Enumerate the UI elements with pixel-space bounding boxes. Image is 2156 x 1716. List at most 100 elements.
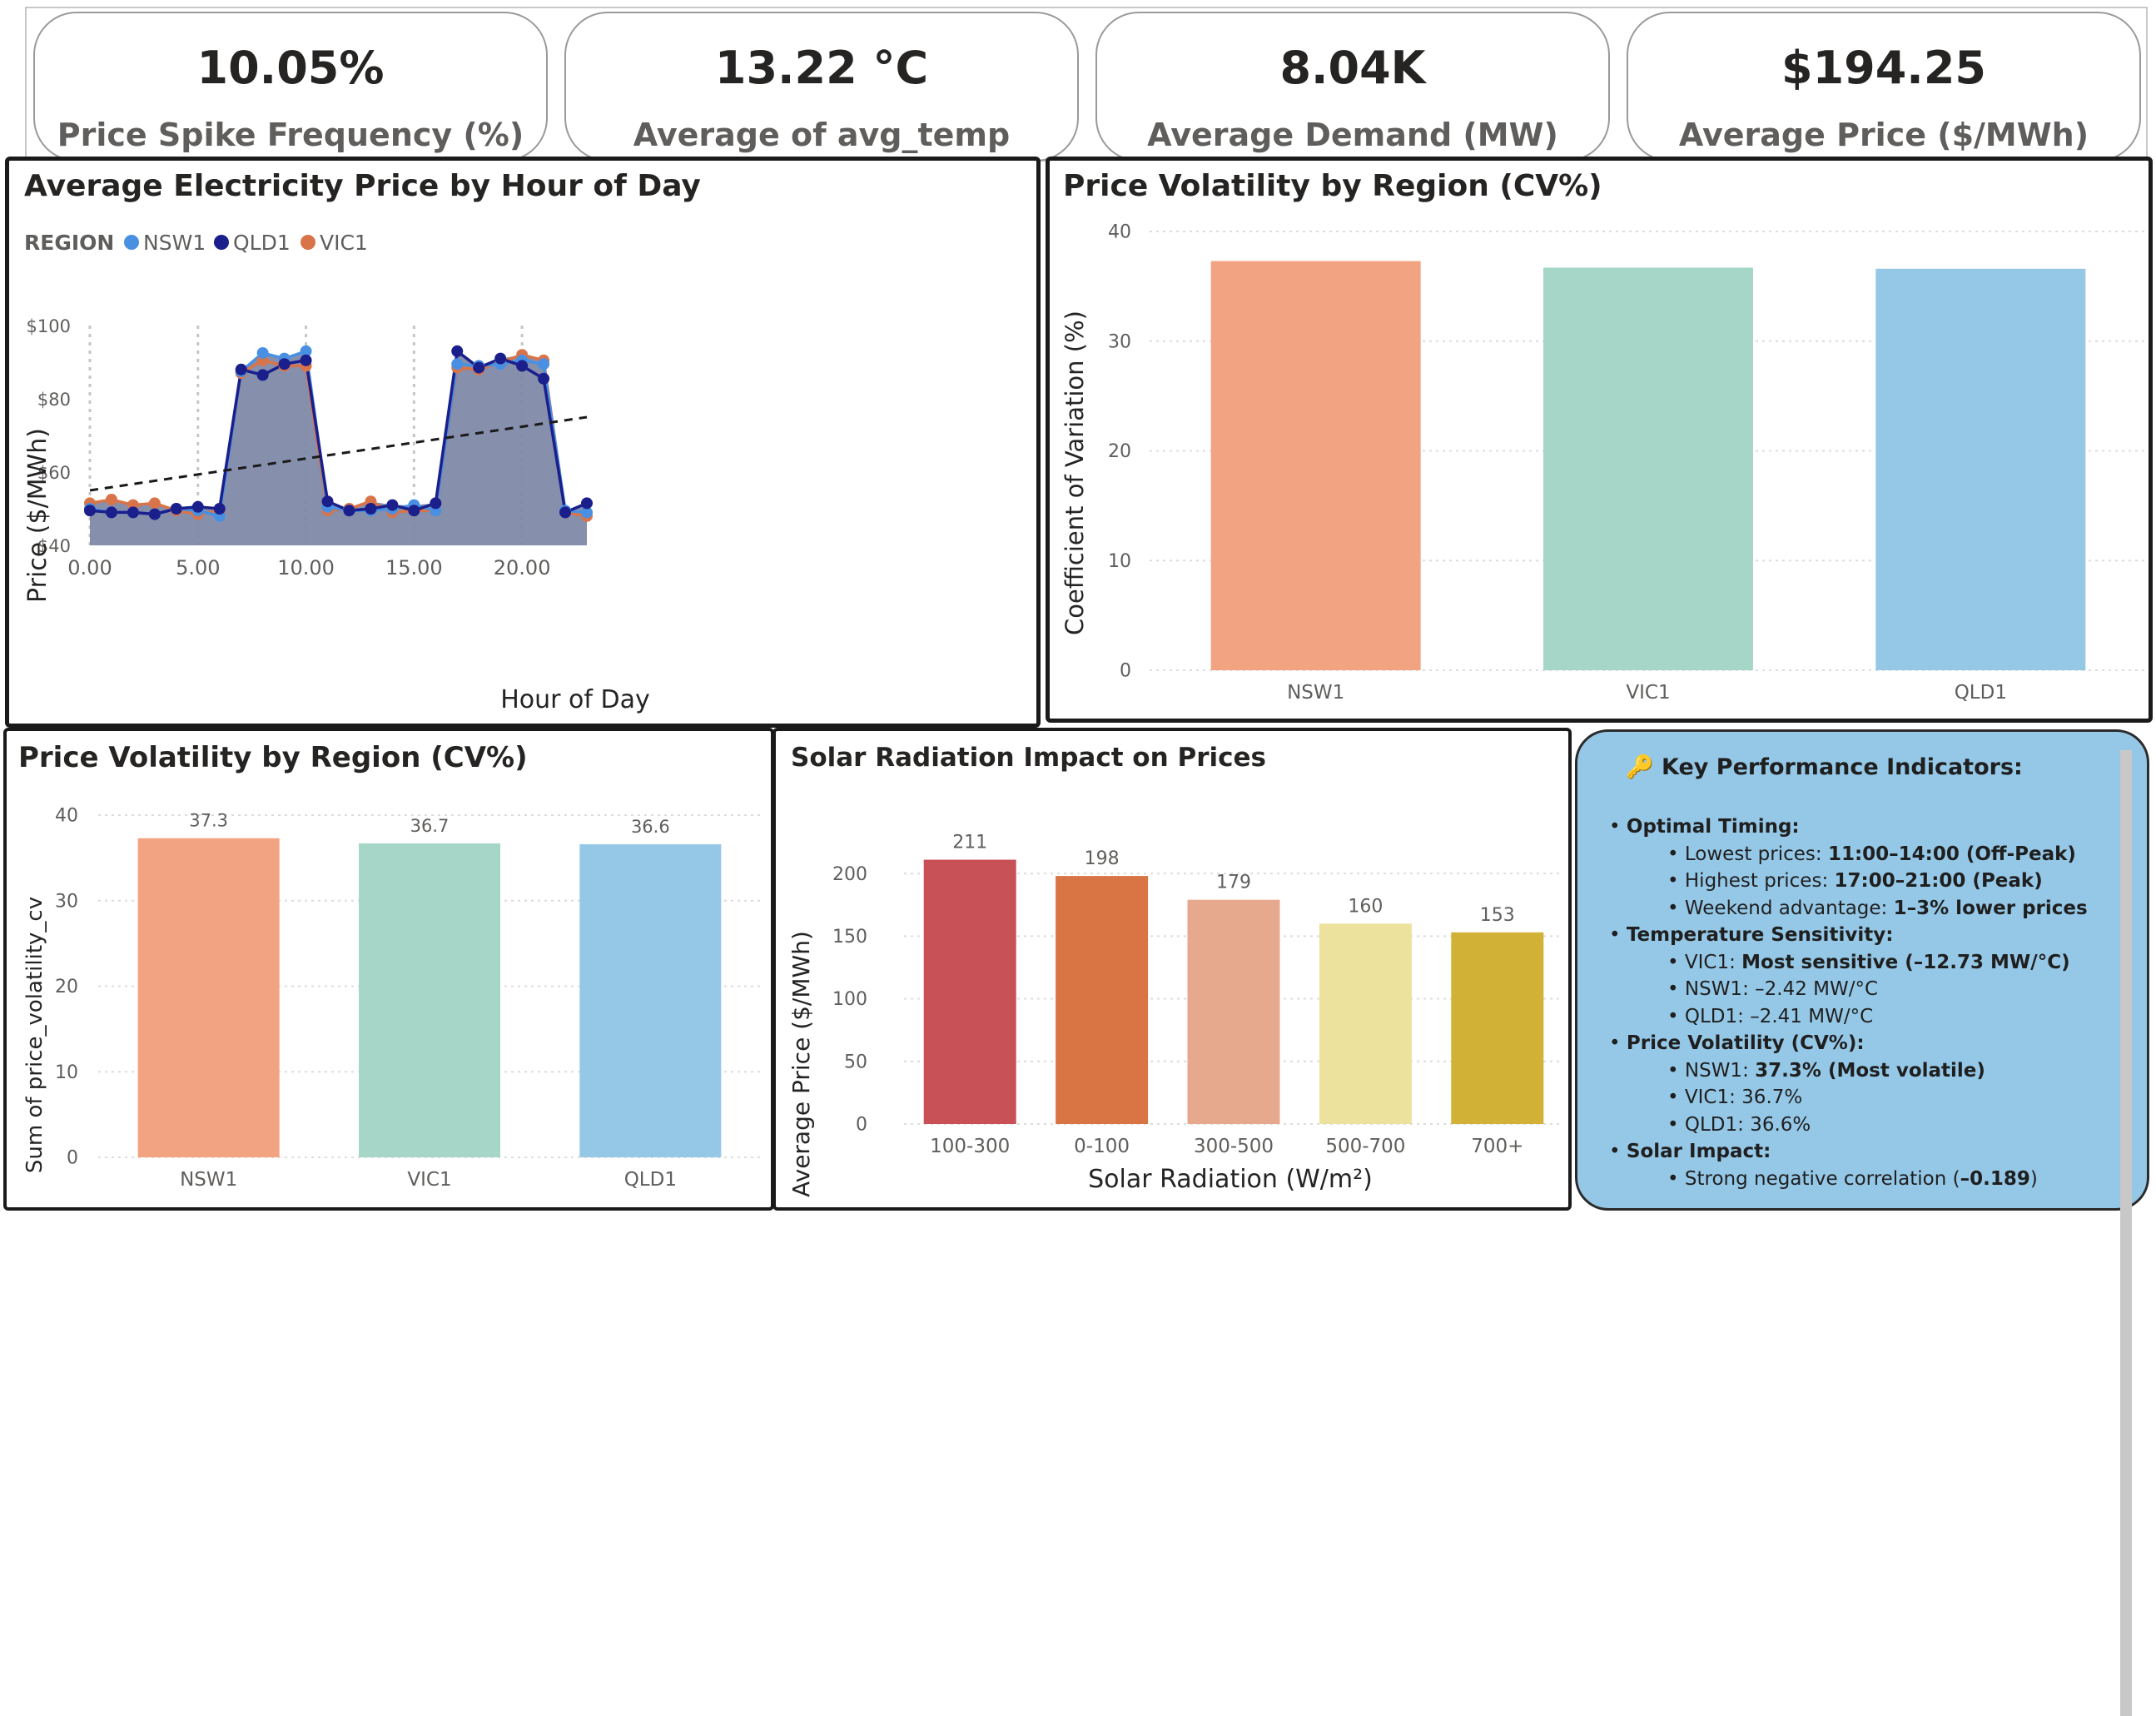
y-tick-label: 50 xyxy=(844,1052,867,1072)
volatility-bottom-panel[interactable]: Price Volatility by Region (CV%) 0 10 20 30… xyxy=(3,728,774,1211)
y-tick-label: 20 xyxy=(55,977,78,997)
kpi-value: 13.22 °C xyxy=(714,42,929,94)
kpi-section-item: • Highest prices: 17:00–21:00 (Peak) xyxy=(1667,870,2043,892)
x-tick-label: 100-300 xyxy=(930,1136,1010,1157)
data-point-qld1 xyxy=(191,500,204,513)
x-axis-ticks: NSW1 VIC1 QLD1 xyxy=(1287,682,2007,704)
y-axis-ticks: 0 50 100 150 200 xyxy=(832,864,867,1136)
kpi-section-item: • Lowest prices: 11:00–14:00 (Off-Peak) xyxy=(1667,843,2076,865)
data-point-qld1 xyxy=(430,497,442,510)
kpi-section-item: • QLD1: 36.6% xyxy=(1667,1113,1811,1136)
x-tick-label: 700+ xyxy=(1471,1136,1523,1157)
kpi-label: Price Spike Frequency (%) xyxy=(57,117,524,153)
data-point-qld1 xyxy=(538,372,550,385)
solar-impact-chart: 0 50 100 150 200 211 198 179 160 153 100-300 0-10… xyxy=(787,833,1563,1197)
data-point-qld1 xyxy=(278,358,291,371)
y-tick-label: $60 xyxy=(37,463,71,483)
kpi-card-avg-demand[interactable]: 8.04K Average Demand (MW) xyxy=(1095,12,1610,162)
y-axis-ticks: $40 $60 $80 $100 xyxy=(27,316,71,556)
data-label: 198 xyxy=(1085,848,1120,869)
y-axis-label: Coefficient of Variation (%) xyxy=(1061,311,1089,635)
legend-marker-vic1 xyxy=(301,235,315,250)
area-fill xyxy=(90,351,587,545)
x-tick-label: 0-100 xyxy=(1074,1136,1130,1157)
x-tick-label: VIC1 xyxy=(1626,682,1670,704)
kpi-section-title: • Optimal Timing: xyxy=(1609,816,1800,838)
scrollbar[interactable] xyxy=(2120,750,2132,1716)
legend-label-vic1[interactable]: VIC1 xyxy=(320,231,368,255)
data-label: 153 xyxy=(1480,905,1515,926)
x-axis-ticks: 0.00 5.00 10.00 15.00 20.00 xyxy=(67,556,550,579)
kpi-card-avg-temp[interactable]: 13.22 °C Average of avg_temp xyxy=(564,12,1079,162)
y-tick-label: 40 xyxy=(55,806,78,827)
kpi-section-item: • Weekend advantage: 1–3% lower prices xyxy=(1667,897,2088,919)
kpi-card-avg-price[interactable]: $194.25 Average Price ($/MWh) xyxy=(1627,12,2141,162)
data-label: 179 xyxy=(1216,873,1251,893)
key-indicators-list: • Optimal Timing: • Lowest prices: 11:00–… xyxy=(1609,813,2122,1192)
legend-title: REGION xyxy=(24,231,114,255)
data-label: 36.6 xyxy=(631,817,670,837)
panel-title: Solar Radiation Impact on Prices xyxy=(791,743,1266,773)
x-tick-label: NSW1 xyxy=(180,1169,237,1191)
panel-title: Price Volatility by Region (CV%) xyxy=(18,741,528,774)
panel-title: Price Volatility by Region (CV%) xyxy=(1063,169,1602,203)
legend-marker-nsw1 xyxy=(124,235,139,250)
x-tick-label: NSW1 xyxy=(1287,682,1344,704)
kpi-card-price-spike[interactable]: 10.05% Price Spike Frequency (%) xyxy=(33,12,548,162)
data-point-qld1 xyxy=(84,505,96,517)
data-point-vic1 xyxy=(148,497,161,510)
data-label: 37.3 xyxy=(189,811,228,831)
data-point-qld1 xyxy=(473,361,485,374)
data-point-qld1 xyxy=(300,354,312,366)
y-tick-label: $40 xyxy=(37,536,71,556)
data-point-qld1 xyxy=(516,360,529,372)
bar-qld1 xyxy=(579,843,722,1157)
data-point-qld1 xyxy=(494,352,507,365)
data-point-qld1 xyxy=(127,506,139,519)
kpi-value: 8.04K xyxy=(1279,42,1426,94)
volatility-top-chart: 0 10 20 30 40 NSW1 VIC1 QLD1 Coefficient of Va… xyxy=(1061,222,2147,704)
panel-title: Average Electricity Price by Hour of Day xyxy=(24,169,701,203)
x-tick-label: QLD1 xyxy=(1955,682,2007,704)
x-tick-label: 300-500 xyxy=(1194,1136,1274,1157)
bar-nsw1 xyxy=(137,838,280,1157)
series-points xyxy=(84,345,593,522)
data-point-qld1 xyxy=(321,495,334,508)
kpi-value: 10.05% xyxy=(196,42,385,94)
bar-500-700 xyxy=(1319,923,1412,1124)
y-tick-label: 200 xyxy=(832,864,867,885)
data-label: 160 xyxy=(1348,896,1383,917)
data-point-qld1 xyxy=(386,499,399,511)
key-indicators-box[interactable]: 🔑 Key Performance Indicators: • Optimal … xyxy=(1575,729,2149,1716)
kpi-label: Average of avg_temp xyxy=(633,117,1011,153)
data-point-nsw1 xyxy=(581,506,593,519)
x-tick-label: 5.00 xyxy=(176,556,220,579)
kpi-section-item: • NSW1: 37.3% (Most volatile) xyxy=(1667,1059,1985,1082)
solar-impact-panel[interactable]: Solar Radiation Impact on Prices 0 50 100 1… xyxy=(772,728,1572,1211)
y-tick-label: 30 xyxy=(55,891,78,912)
bar-700- xyxy=(1451,932,1544,1124)
data-point-vic1 xyxy=(105,494,117,505)
kpi-section-item: • VIC1: 36.7% xyxy=(1667,1087,1803,1108)
bar-0-100 xyxy=(1056,876,1149,1124)
kpi-section-item: • VIC1: Most sensitive (–12.73 MW/°C) xyxy=(1667,951,2070,973)
kpi-section-title: • Price Volatility (CV%): xyxy=(1609,1032,1865,1054)
y-axis-label: Price ($/MWh) xyxy=(23,428,52,603)
x-axis-ticks: NSW1 VIC1 QLD1 xyxy=(180,1169,677,1191)
data-labels: 37.3 36.7 36.6 xyxy=(189,811,669,837)
data-point-nsw1 xyxy=(256,347,269,359)
legend-label-nsw1[interactable]: NSW1 xyxy=(143,231,206,255)
x-axis-label: Solar Radiation (W/m²) xyxy=(1088,1165,1373,1194)
bar-qld1 xyxy=(1875,268,2086,670)
data-point-nsw1 xyxy=(451,358,464,371)
data-point-qld1 xyxy=(408,505,420,517)
bars xyxy=(137,838,722,1157)
x-tick-label: 15.00 xyxy=(385,556,443,579)
legend-label-qld1[interactable]: QLD1 xyxy=(233,231,291,255)
hourly-price-panel[interactable]: Average Electricity Price by Hour of Day… xyxy=(5,157,1041,728)
legend-marker-qld1 xyxy=(214,235,229,250)
y-tick-label: 0 xyxy=(1120,661,1131,682)
bar-vic1 xyxy=(359,843,500,1157)
y-axis-ticks: 0 10 20 30 40 xyxy=(55,806,78,1169)
volatility-top-panel[interactable]: Price Volatility by Region (CV%) 0 10 20 30… xyxy=(1046,157,2153,723)
